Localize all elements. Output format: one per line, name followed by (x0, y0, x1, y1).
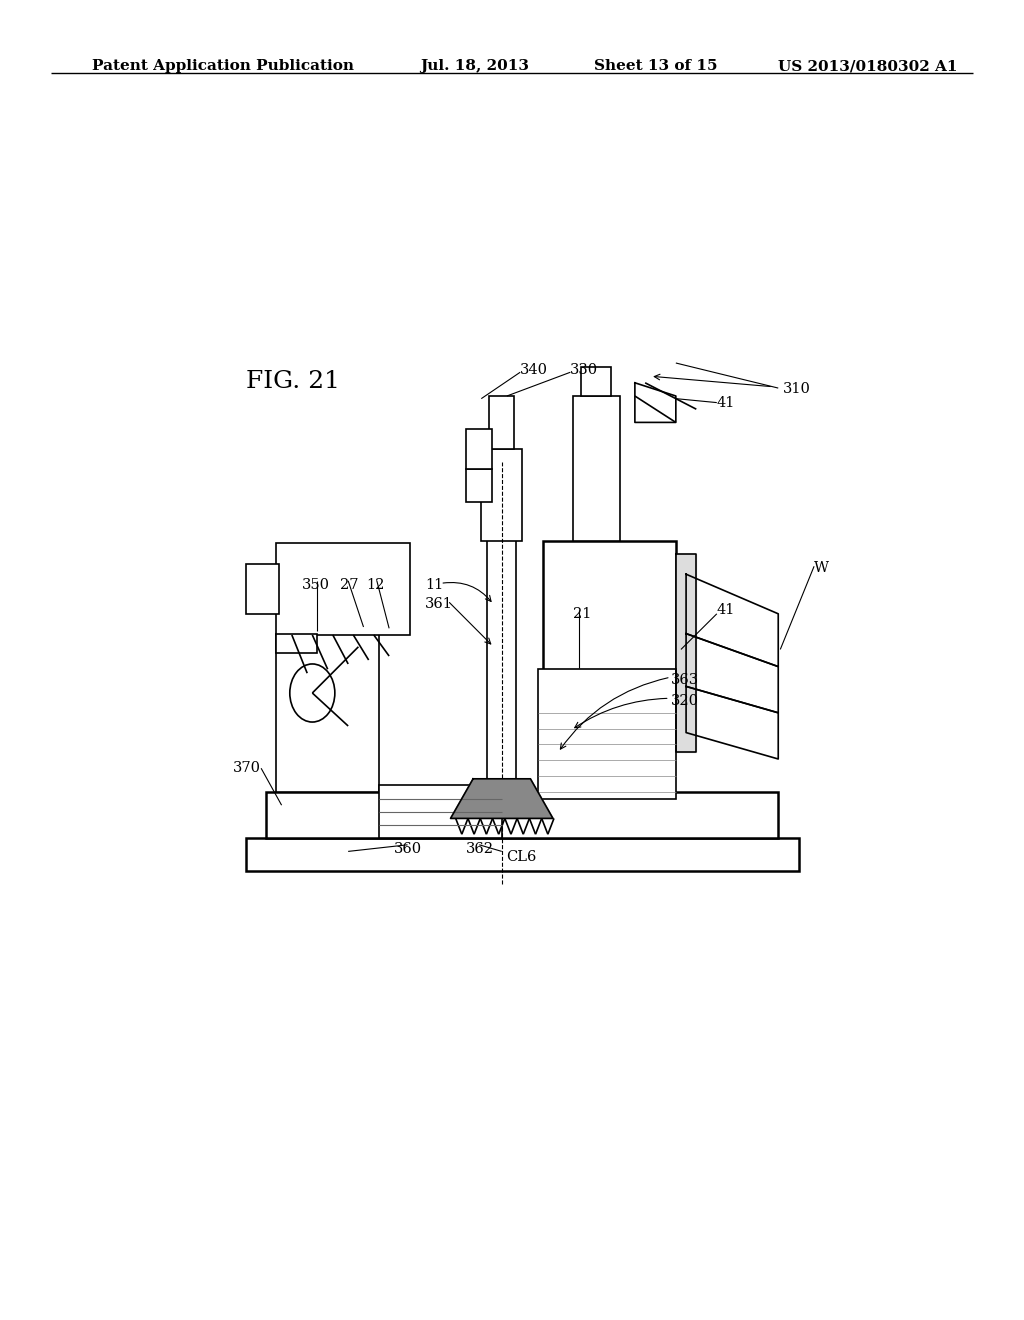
Text: 41: 41 (717, 603, 735, 616)
Bar (489, 396, 514, 449)
Text: Sheet 13 of 15: Sheet 13 of 15 (594, 59, 718, 74)
Bar (466, 469, 492, 502)
Text: 330: 330 (570, 363, 598, 376)
Bar (543, 541, 676, 673)
Text: W: W (814, 561, 829, 574)
Bar (276, 634, 317, 653)
Bar (538, 669, 676, 799)
Bar (246, 838, 799, 871)
Bar (379, 785, 502, 838)
Bar (266, 792, 778, 838)
Polygon shape (451, 779, 553, 818)
Text: US 2013/0180302 A1: US 2013/0180302 A1 (778, 59, 957, 74)
Text: 12: 12 (367, 578, 385, 593)
Text: 370: 370 (233, 762, 261, 775)
Bar (563, 671, 625, 700)
Text: 362: 362 (466, 842, 494, 857)
Text: 310: 310 (783, 383, 811, 396)
Text: 27: 27 (340, 578, 358, 593)
Text: 41: 41 (717, 396, 735, 409)
Text: 320: 320 (671, 694, 698, 709)
Bar (481, 449, 522, 541)
Text: 21: 21 (573, 607, 592, 622)
Bar (573, 396, 620, 541)
Bar (246, 564, 279, 614)
Text: CL6: CL6 (506, 850, 537, 865)
Bar (276, 634, 379, 792)
Text: Jul. 18, 2013: Jul. 18, 2013 (420, 59, 528, 74)
Text: 11: 11 (425, 578, 443, 593)
Text: 361: 361 (425, 597, 453, 611)
Text: 340: 340 (520, 363, 548, 376)
Text: 360: 360 (394, 842, 422, 857)
Text: Patent Application Publication: Patent Application Publication (92, 59, 354, 74)
Polygon shape (676, 554, 696, 752)
Text: 363: 363 (671, 673, 698, 688)
Text: 350: 350 (302, 578, 330, 593)
Text: FIG. 21: FIG. 21 (246, 370, 340, 392)
Bar (276, 543, 410, 635)
Bar (487, 502, 516, 792)
Bar (581, 367, 611, 396)
Bar (466, 429, 492, 469)
